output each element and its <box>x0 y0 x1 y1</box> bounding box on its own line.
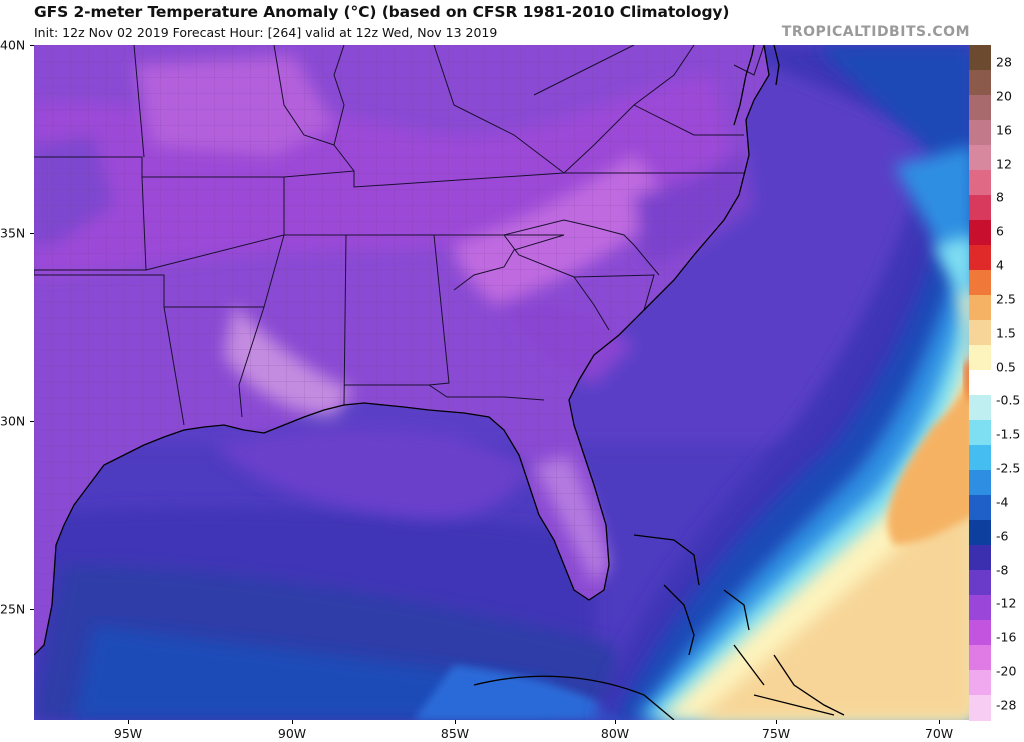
colorbar-label: -1.5 <box>996 426 1021 442</box>
colorbar-label: 1.5 <box>996 325 1016 341</box>
colorbar-swatch <box>969 695 991 721</box>
colorbar-label: 28 <box>996 54 1012 70</box>
colorbar-swatch <box>969 445 991 471</box>
latitude-tick <box>30 45 34 46</box>
colorbar-swatch <box>969 170 991 196</box>
colorbar-swatch <box>969 470 991 496</box>
colorbar-label: 16 <box>996 122 1012 138</box>
latitude-tick <box>30 609 34 610</box>
colorbar-label: -20 <box>996 663 1017 679</box>
colorbar-label: -6 <box>996 528 1009 544</box>
colorbar-swatch <box>969 220 991 246</box>
colorbar-label: 0.5 <box>996 359 1016 375</box>
colorbar-label: -12 <box>996 595 1017 611</box>
colorbar-swatch <box>969 70 991 96</box>
colorbar-swatch <box>969 570 991 596</box>
longitude-label: 80W <box>600 726 630 741</box>
colorbar-swatch <box>969 195 991 221</box>
colorbar-label: -4 <box>996 494 1009 510</box>
colorbar-label: -8 <box>996 562 1009 578</box>
colorbar-label: 2.5 <box>996 291 1016 307</box>
colorbar-label: -0.5 <box>996 392 1021 408</box>
colorbar-swatch <box>969 495 991 521</box>
colorbar-label: 8 <box>996 189 1004 205</box>
colorbar-swatch <box>969 670 991 696</box>
colorbar-swatch <box>969 620 991 646</box>
colorbar-label: 4 <box>996 257 1004 273</box>
colorbar-swatch <box>969 45 991 71</box>
colorbar-swatch <box>969 245 991 271</box>
colorbar-label: 6 <box>996 223 1004 239</box>
colorbar-swatch <box>969 520 991 546</box>
latitude-label: 35N <box>0 225 26 241</box>
colorbar-label: -28 <box>996 697 1017 713</box>
state-borders <box>34 45 765 426</box>
longitude-tick <box>128 720 129 724</box>
colorbar-swatch <box>969 595 991 621</box>
latitude-tick <box>30 233 34 234</box>
colorbar-swatch <box>969 320 991 346</box>
map-subtitle: Init: 12z Nov 02 2019 Forecast Hour: [26… <box>34 25 498 40</box>
header: GFS 2-meter Temperature Anomaly (°C) (ba… <box>0 0 1024 44</box>
longitude-label: 95W <box>113 726 143 741</box>
colorbar-label: -2.5 <box>996 460 1021 476</box>
longitude-tick <box>292 720 293 724</box>
colorbar-label: 20 <box>996 88 1012 104</box>
longitude-label: 70W <box>924 726 954 741</box>
anomaly-map <box>34 45 969 720</box>
colorbar-swatch <box>969 120 991 146</box>
colorbar-swatch <box>969 295 991 321</box>
colorbar-swatch <box>969 545 991 571</box>
longitude-label: 75W <box>761 726 791 741</box>
colorbar-swatch <box>969 395 991 421</box>
colorbar-swatch <box>969 95 991 121</box>
longitude-label: 85W <box>440 726 470 741</box>
latitude-label: 40N <box>0 37 26 53</box>
colorbar-swatch <box>969 145 991 171</box>
colorbar-label: -16 <box>996 629 1017 645</box>
colorbar-swatch <box>969 345 991 371</box>
land-field <box>34 45 769 655</box>
colorbar-swatch <box>969 420 991 446</box>
brand-watermark: TROPICALTIDBITS.COM <box>781 24 970 40</box>
map-title: GFS 2-meter Temperature Anomaly (°C) (ba… <box>34 3 730 21</box>
coastline <box>34 45 845 720</box>
longitude-label: 90W <box>277 726 307 741</box>
latitude-label: 30N <box>0 413 26 429</box>
latitude-label: 25N <box>0 601 26 617</box>
colorbar-swatch <box>969 270 991 296</box>
colorbar <box>969 45 991 721</box>
longitude-tick <box>776 720 777 724</box>
latitude-tick <box>30 421 34 422</box>
longitude-tick <box>455 720 456 724</box>
longitude-tick <box>615 720 616 724</box>
longitude-tick <box>939 720 940 724</box>
colorbar-label: 12 <box>996 156 1012 172</box>
colorbar-swatch <box>969 645 991 671</box>
colorbar-swatch <box>969 370 991 396</box>
